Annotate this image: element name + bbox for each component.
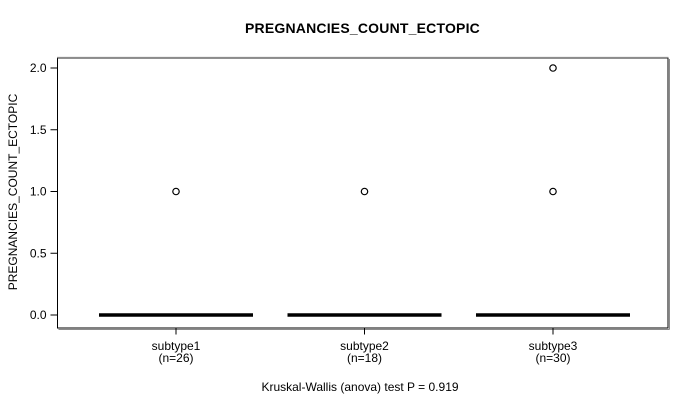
x-axis-category-label: subtype2 bbox=[340, 339, 389, 353]
y-axis-tick-label: 1.0 bbox=[30, 185, 47, 199]
y-axis-tick-label: 2.0 bbox=[30, 61, 47, 75]
y-axis-tick-label: 1.5 bbox=[30, 123, 47, 137]
outlier-point bbox=[549, 187, 557, 196]
outlier-point bbox=[549, 64, 557, 72]
y-axis-tick-label: 0.5 bbox=[30, 246, 47, 260]
x-axis-count-label: (n=30) bbox=[535, 351, 570, 365]
chart-title: PREGNANCIES_COUNT_ECTOPIC bbox=[244, 20, 480, 36]
statistical-test-caption: Kruskal-Wallis (anova) test P = 0.919 bbox=[261, 380, 459, 394]
outlier-point bbox=[172, 187, 180, 196]
x-axis-category-label: subtype1 bbox=[152, 339, 201, 353]
x-axis-category-label: subtype3 bbox=[529, 339, 578, 353]
x-axis-count-label: (n=18) bbox=[347, 351, 382, 365]
y-axis-tick-label: 0.0 bbox=[30, 308, 47, 322]
plot-border bbox=[57, 57, 669, 329]
x-axis-count-label: (n=26) bbox=[158, 351, 193, 365]
outlier-point bbox=[360, 187, 369, 196]
